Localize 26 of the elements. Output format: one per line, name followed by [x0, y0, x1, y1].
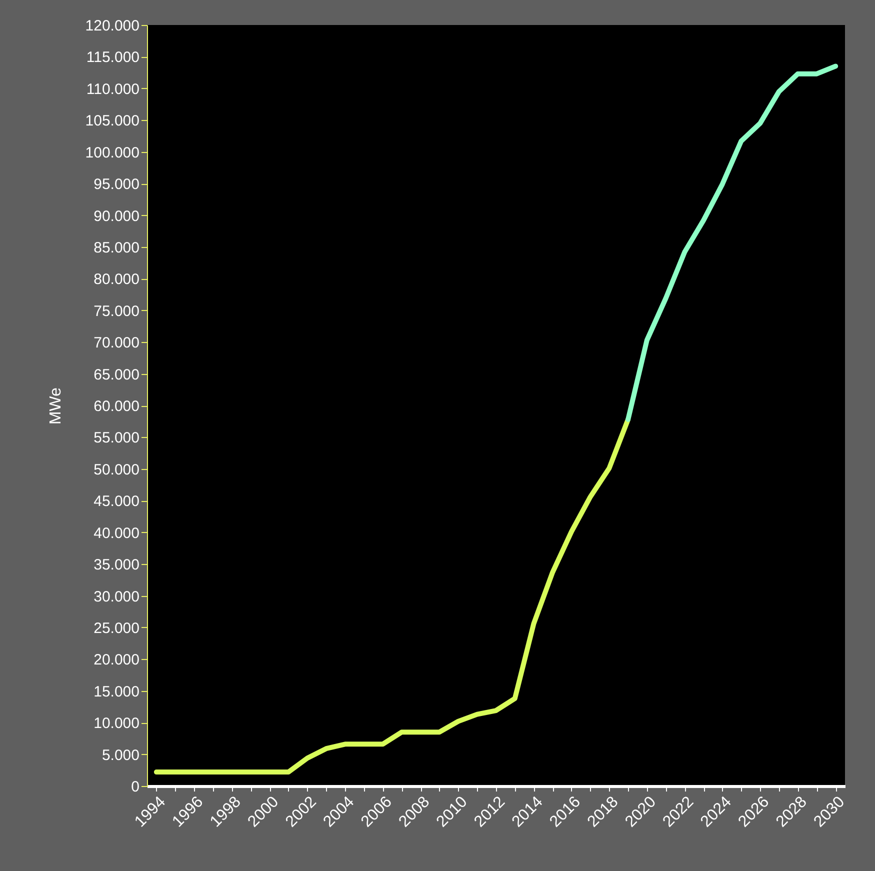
- y-tick-label: 75.000: [94, 302, 140, 320]
- y-tick-label: 0: [131, 778, 140, 796]
- y-tick-label: 95.000: [94, 176, 140, 194]
- y-tick-label: 90.000: [94, 208, 140, 225]
- y-tick-label: 25.000: [94, 620, 140, 637]
- y-tick-label: 105.000: [85, 112, 140, 130]
- y-tick-label: 15.000: [94, 683, 140, 700]
- y-tick-label: 40.000: [94, 524, 140, 542]
- y-axis-title: MWe: [47, 387, 64, 425]
- y-tick-label: 80.000: [94, 271, 140, 288]
- y-tick-label: 70.000: [94, 334, 140, 352]
- y-tick-label: 30.000: [94, 588, 140, 606]
- y-tick-label: 65.000: [94, 366, 140, 384]
- y-tick-label: 5.000: [102, 746, 140, 764]
- y-tick-label: 100.000: [85, 144, 140, 162]
- y-tick-label: 85.000: [94, 239, 140, 256]
- y-tick-label: 10.000: [94, 715, 140, 732]
- y-tick-label: 20.000: [94, 652, 140, 669]
- y-tick-label: 60.000: [94, 398, 140, 415]
- y-tick-label: 35.000: [94, 556, 140, 574]
- y-tick-label: 45.000: [94, 493, 140, 510]
- y-tick-label: 115.000: [86, 49, 140, 66]
- y-tick-label: 120.000: [85, 18, 140, 34]
- y-tick-label: 110.000: [86, 80, 140, 98]
- y-tick-label: 50.000: [94, 461, 140, 478]
- y-tick-label: 55.000: [94, 430, 140, 447]
